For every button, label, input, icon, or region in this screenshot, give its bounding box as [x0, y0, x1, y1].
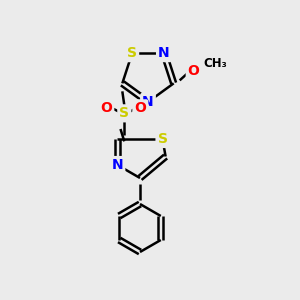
Text: O: O	[100, 101, 112, 115]
Text: O: O	[188, 64, 200, 78]
Text: N: N	[112, 158, 123, 172]
Text: O: O	[134, 101, 146, 115]
Text: N: N	[158, 46, 170, 60]
Text: S: S	[119, 106, 129, 120]
Text: S: S	[127, 46, 137, 60]
Text: S: S	[158, 132, 167, 146]
Text: N: N	[142, 95, 154, 109]
Text: CH₃: CH₃	[204, 57, 227, 70]
